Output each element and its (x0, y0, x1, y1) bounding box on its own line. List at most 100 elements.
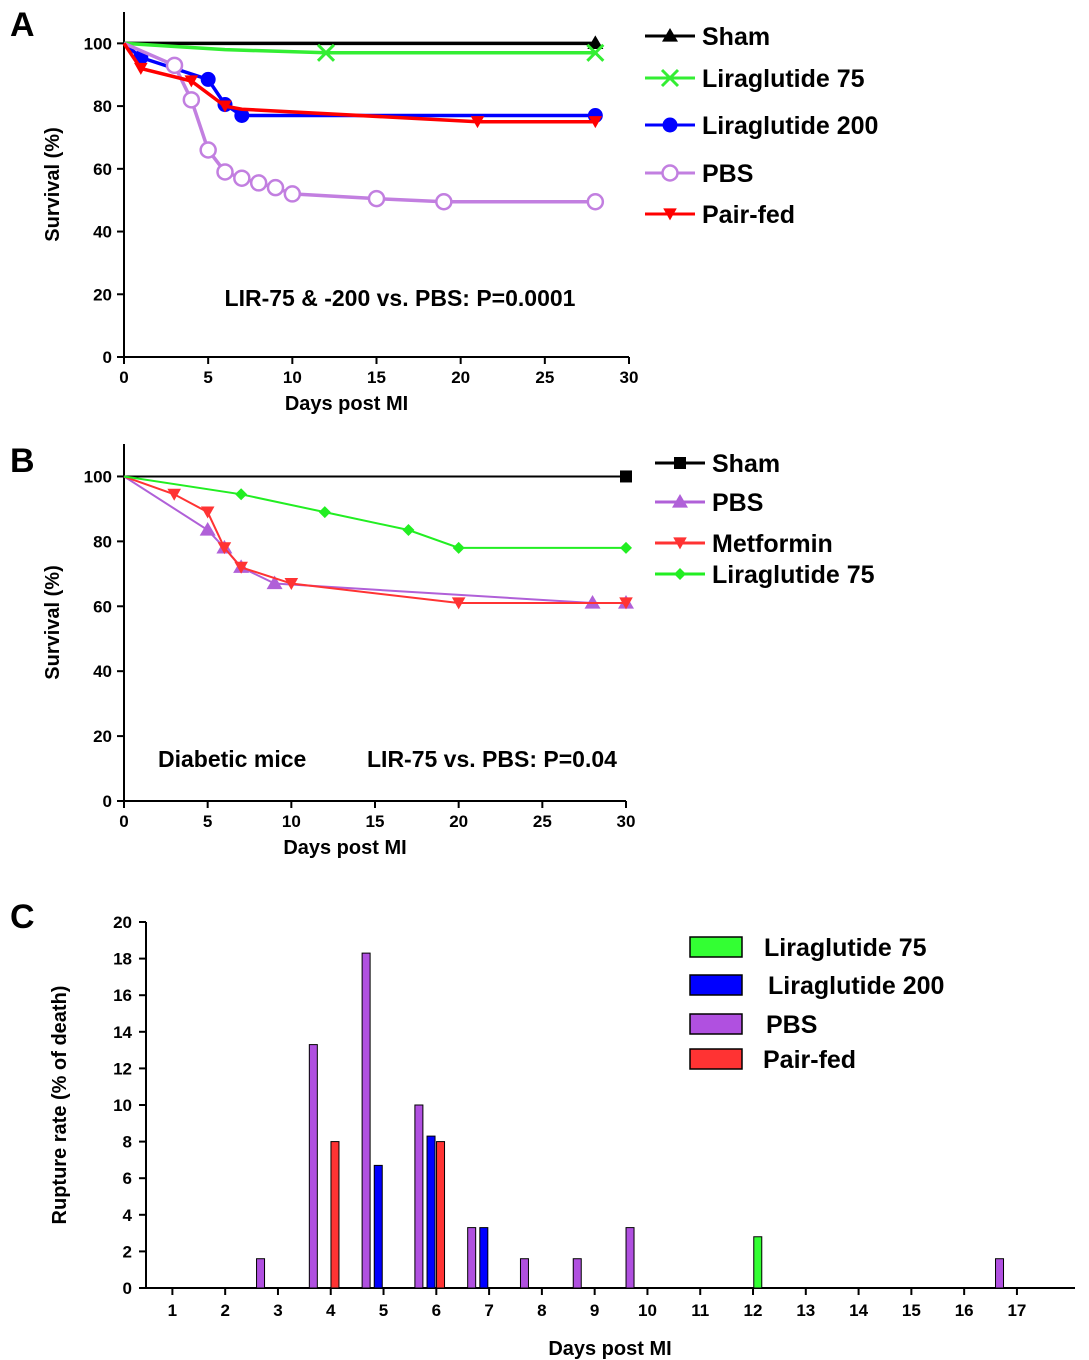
legend-label-metformin: Metformin (712, 530, 833, 558)
data-point-pbs (283, 185, 302, 203)
x-tick-label: 7 (484, 1301, 493, 1320)
data-point-liraglutide-75 (586, 43, 605, 62)
bar-pbs (256, 1258, 266, 1289)
data-point-liraglutide-75 (402, 524, 415, 537)
series-line-metformin (123, 475, 626, 605)
y-tick-label: 14 (113, 1023, 132, 1042)
x-tick-label: 5 (203, 812, 212, 831)
x-tick-label: 15 (366, 812, 385, 831)
data-point-pbs (435, 193, 453, 211)
series-line-liraglutide-75 (123, 475, 626, 549)
y-tick-label: 0 (103, 348, 112, 367)
diabetic-mice-annotation: Diabetic mice (158, 746, 306, 772)
data-point-pbs (199, 141, 217, 159)
bar-liraglutide-75 (753, 1236, 763, 1289)
y-tick-label: 6 (123, 1169, 132, 1188)
x-tick-label: 13 (796, 1301, 815, 1320)
data-point-pair-fed (184, 75, 199, 88)
legend-label-sham: Sham (702, 23, 770, 51)
p-value-annotation: LIR-75 & -200 vs. PBS: P=0.0001 (225, 285, 576, 311)
x-tick-label: 16 (955, 1301, 974, 1320)
x-tick-label: 0 (119, 368, 128, 387)
legend-marker-liraglutide-200 (662, 117, 678, 133)
y-tick-label: 20 (93, 285, 112, 304)
y-tick-label: 0 (123, 1279, 132, 1298)
x-tick-label: 1 (168, 1301, 177, 1320)
bar-pbs (308, 1044, 318, 1289)
y-tick-label: 0 (103, 792, 112, 811)
data-point-pbs (266, 178, 285, 197)
bar-pbs (361, 952, 371, 1289)
data-point-pair-fed (588, 116, 603, 129)
data-point-pbs (249, 174, 268, 192)
bar-liraglutide-200 (479, 1227, 489, 1289)
data-point-pair-fed (134, 62, 148, 75)
data-point-pbs (182, 91, 201, 109)
bar-pair-fed (330, 1141, 340, 1289)
x-tick-label: 11 (691, 1301, 709, 1320)
legend-label-liraglutide-75: Liraglutide 75 (712, 561, 875, 589)
chart-a-survival: 0 5 10 15 20 25 30 0 20 40 60 80 100 Days post MI Surv… (42, 12, 878, 415)
y-tick-label: 12 (113, 1059, 132, 1078)
bar-pair-fed (436, 1141, 446, 1289)
legend-label-pair-fed: Pair-fed (702, 201, 795, 229)
data-point-metformin (451, 597, 466, 610)
x-tick-label: 10 (283, 368, 302, 387)
legend-marker-sham (674, 457, 686, 469)
legend-marker-sham (662, 28, 678, 42)
legend-label-liraglutide-75: Liraglutide 75 (702, 65, 865, 93)
y-tick-label: 20 (113, 913, 132, 932)
x-axis-label: Days post MI (548, 1338, 671, 1360)
x-tick-label: 15 (367, 368, 386, 387)
data-point-liraglutide-75 (235, 488, 248, 501)
legend-label-pbs: PBS (766, 1011, 817, 1039)
x-tick-label: 10 (638, 1301, 657, 1320)
legend-label-pair-fed: Pair-fed (763, 1046, 856, 1074)
data-point-pbs (266, 575, 283, 590)
data-point-liraglutide-75 (316, 43, 336, 62)
data-point-liraglutide-75 (452, 541, 465, 554)
legend-swatch-pair-fed (689, 1048, 743, 1070)
y-tick-label: 100 (84, 467, 112, 486)
legend-label-sham: Sham (712, 450, 780, 478)
bar-pbs (995, 1258, 1005, 1289)
x-tick-label: 6 (432, 1301, 441, 1320)
y-tick-label: 18 (113, 950, 132, 969)
panel-letter-b: B (10, 442, 35, 480)
data-point-liraglutide-200 (234, 108, 250, 123)
data-point-pbs (165, 56, 184, 75)
data-point-pbs (216, 163, 234, 181)
data-point-sham (620, 470, 632, 483)
series-line-liraglutide-75 (123, 41, 596, 55)
data-point-metformin (167, 488, 181, 501)
y-tick-label: 10 (113, 1096, 132, 1115)
panel-letter-a: A (10, 6, 35, 44)
y-tick-label: 80 (93, 532, 112, 551)
legend-label-liraglutide-200: Liraglutide 200 (768, 972, 944, 1000)
data-point-metformin (284, 577, 299, 590)
chart-b-diabetic-survival: 0 5 10 15 20 25 30 0 20 40 60 80 100 Days post MI Surv… (42, 444, 875, 859)
x-tick-label: 14 (849, 1301, 868, 1320)
data-point-liraglutide-200 (200, 71, 216, 87)
x-tick-label: 10 (282, 812, 301, 831)
legend-label-pbs: PBS (712, 489, 763, 517)
y-tick-label: 16 (113, 986, 132, 1005)
y-tick-label: 8 (123, 1133, 132, 1152)
bar-pbs (414, 1104, 424, 1289)
bar-liraglutide-200 (373, 1164, 383, 1289)
x-tick-label: 5 (379, 1301, 388, 1320)
legend-marker-liraglutide-75 (674, 568, 686, 580)
legend-swatch-pbs (689, 1013, 743, 1035)
x-tick-label: 15 (902, 1301, 921, 1320)
panel-letter-c: C (10, 898, 35, 936)
data-point-metformin (217, 542, 232, 555)
data-point-sham (587, 35, 604, 49)
x-tick-label: 9 (590, 1301, 599, 1320)
bar-pbs (625, 1227, 635, 1289)
y-tick-label: 60 (93, 597, 112, 616)
legend-label-pbs: PBS (702, 160, 753, 188)
x-tick-label: 25 (535, 368, 554, 387)
bar-pbs (467, 1227, 477, 1289)
